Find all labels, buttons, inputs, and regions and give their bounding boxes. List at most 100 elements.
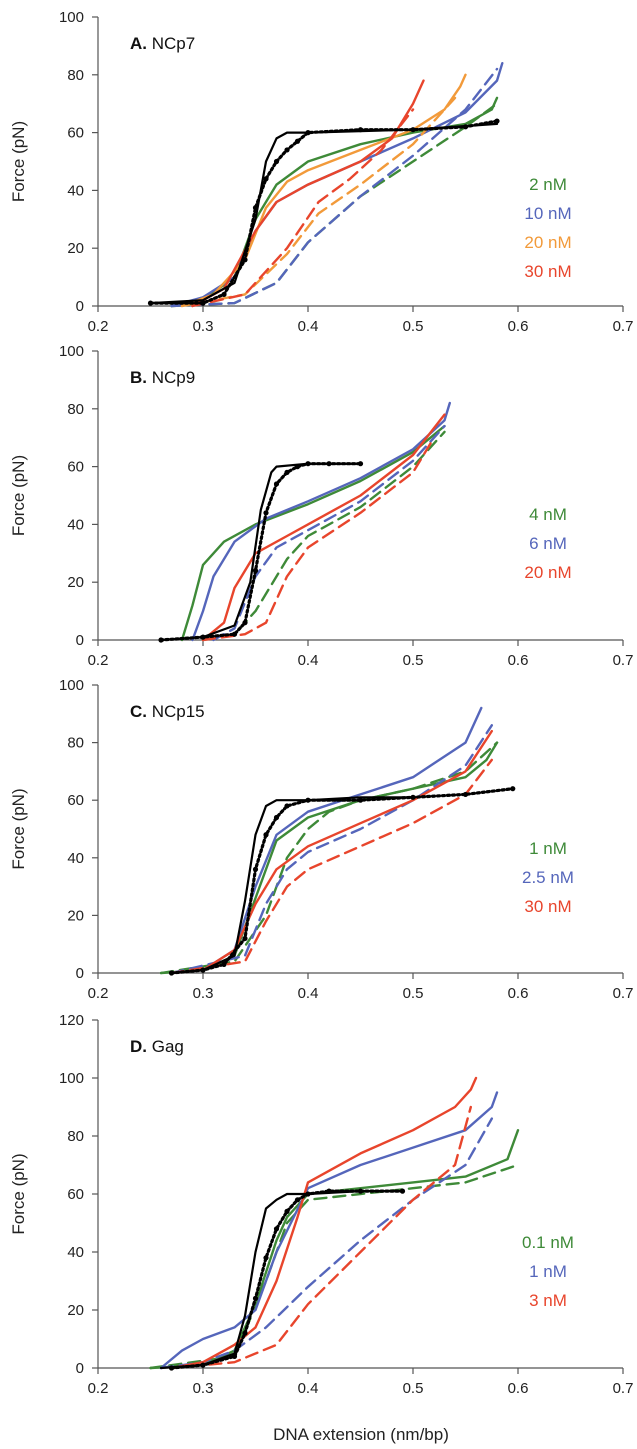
reference-marker <box>462 791 469 798</box>
legend-entry: 2 nM <box>529 175 567 194</box>
reference-marker <box>242 620 248 626</box>
y-tick-label: 0 <box>76 632 84 649</box>
y-tick-label: 0 <box>76 298 84 315</box>
reference-marker <box>294 464 301 470</box>
series-line-6-nm-solid <box>191 401 451 642</box>
series-line-2-5-nm-dashed <box>170 724 493 975</box>
reference-marker <box>410 127 416 133</box>
panel-name: NCp15 <box>147 702 205 721</box>
y-tick-label: 40 <box>67 182 84 199</box>
x-tick-label: 0.5 <box>403 652 424 669</box>
x-tick-label: 0.7 <box>613 985 634 1002</box>
reference-marker <box>200 1362 206 1368</box>
legend-entry: 30 nM <box>524 262 571 281</box>
y-tick-label: 20 <box>67 574 84 591</box>
x-tick-label: 0.2 <box>88 985 109 1002</box>
reference-marker <box>263 176 269 182</box>
series-line-4-nm-solid <box>180 424 446 642</box>
series-line-2-nm-dashed <box>170 102 499 308</box>
panel-letter: A. <box>130 34 147 53</box>
x-tick-label: 0.2 <box>88 1380 109 1397</box>
panel-name: Gag <box>147 1037 184 1056</box>
reference-marker <box>221 961 227 967</box>
x-axis-title: DNA extension (nm/bp) <box>273 1425 449 1444</box>
series-line-3-nm-solid <box>170 1076 478 1370</box>
y-tick-label: 60 <box>67 792 84 809</box>
y-tick-label: 80 <box>67 401 84 418</box>
reference-marker <box>305 461 311 467</box>
series-line-3-nm-dashed <box>170 1105 472 1370</box>
series-line-0-1-nm-dashed <box>149 1163 520 1370</box>
reference-marker <box>284 147 290 153</box>
x-tick-label: 0.6 <box>508 318 529 335</box>
reference-marker <box>200 300 206 306</box>
panel-name: NCp7 <box>147 34 195 53</box>
y-tick-label: 100 <box>59 1070 84 1087</box>
x-tick-label: 0.4 <box>298 985 319 1002</box>
reference-marker <box>273 158 280 165</box>
y-axis-title: Force (pN) <box>9 1153 28 1234</box>
y-tick-label: 0 <box>76 1360 84 1377</box>
series-line-20-nm-dashed <box>180 96 457 308</box>
reference-marker <box>284 469 290 475</box>
legend-entry: 20 nM <box>524 233 571 252</box>
legend-entry: 0.1 nM <box>522 1233 574 1252</box>
legend-entry: 20 nM <box>524 563 571 582</box>
reference-marker <box>263 1255 269 1261</box>
series-line-30-nm-dashed <box>170 758 493 975</box>
panel-name: NCp9 <box>147 368 195 387</box>
chart-panel-4: 0 20 40 60 80 100 120 0.2 0.3 0.4 0.5 0.6 0.7 Force (… <box>9 1012 633 1397</box>
legend-entry: 30 nM <box>524 897 571 916</box>
legend-entry: 4 nM <box>529 505 567 524</box>
reference-marker <box>399 1188 406 1194</box>
reference-marker <box>305 130 311 136</box>
series-line-1-nm-dashed <box>159 1117 493 1370</box>
reference-marker <box>305 1191 311 1197</box>
series-line-reference-dotted <box>148 119 499 305</box>
reference-marker <box>494 118 500 124</box>
x-tick-label: 0.6 <box>508 1380 529 1397</box>
series-line-30-nm-solid <box>170 729 493 975</box>
y-tick-label: 40 <box>67 850 84 867</box>
panel-letter: D. <box>130 1037 147 1056</box>
y-tick-label: 40 <box>67 1244 84 1261</box>
legend-entry: 1 nM <box>529 1262 567 1281</box>
chart-panel-1: 0 20 40 60 80 100 0.2 0.3 0.4 0.5 0.6 0.7 Force (pN)… <box>9 9 633 335</box>
reference-marker <box>231 1353 238 1359</box>
legend-entry: 6 nM <box>529 534 567 553</box>
panel-title: A. NCp7 <box>130 34 195 53</box>
reference-marker <box>200 634 206 640</box>
y-tick-label: 60 <box>67 125 84 142</box>
series-line-10-nm-dashed <box>170 67 499 308</box>
y-tick-label: 80 <box>67 67 84 84</box>
reference-marker <box>294 1197 301 1203</box>
series-line-20-nm-dashed <box>201 436 436 642</box>
x-tick-label: 0.6 <box>508 985 529 1002</box>
y-tick-label: 100 <box>59 343 84 360</box>
series-line-1-nm-solid <box>159 741 499 975</box>
reference-marker <box>284 1208 290 1214</box>
reference-marker <box>200 967 206 973</box>
series-line-0-1-nm-solid <box>149 1128 520 1370</box>
y-tick-label: 60 <box>67 459 84 476</box>
reference-marker <box>326 1188 332 1194</box>
reference-marker <box>147 300 154 306</box>
reference-marker <box>252 866 259 872</box>
x-tick-label: 0.5 <box>403 318 424 335</box>
x-tick-label: 0.2 <box>88 652 109 669</box>
x-tick-label: 0.7 <box>613 1380 634 1397</box>
reference-marker <box>284 803 290 809</box>
legend-entry: 3 nM <box>529 1291 567 1310</box>
x-tick-label: 0.4 <box>298 318 319 335</box>
y-tick-label: 60 <box>67 1186 84 1203</box>
y-tick-label: 40 <box>67 516 84 533</box>
reference-marker <box>242 257 248 263</box>
reference-marker <box>168 970 175 976</box>
x-tick-label: 0.3 <box>193 985 214 1002</box>
y-tick-label: 20 <box>67 907 84 924</box>
reference-marker <box>221 291 227 298</box>
x-tick-label: 0.6 <box>508 652 529 669</box>
y-tick-label: 20 <box>67 1302 84 1319</box>
series-line-20-nm-solid <box>201 413 446 642</box>
